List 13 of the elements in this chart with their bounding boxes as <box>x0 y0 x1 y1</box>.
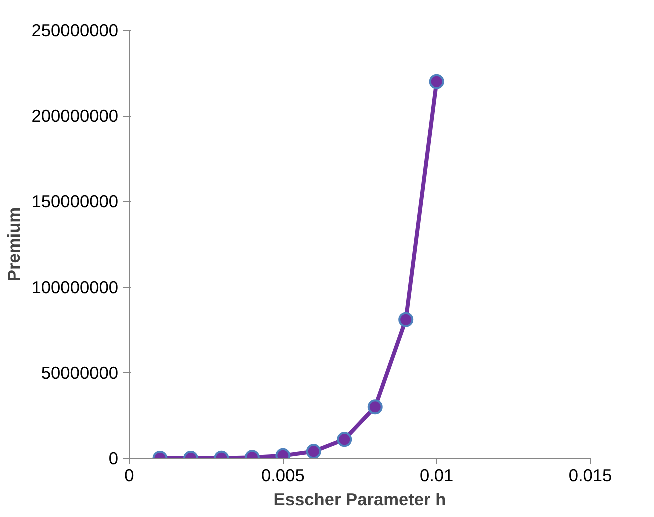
y-tick-label: 100000000 <box>32 277 118 298</box>
x-axis-title: Esscher Parameter h <box>274 490 446 510</box>
x-tick-label: 0 <box>124 466 134 486</box>
x-tick-label: 0.005 <box>261 466 305 486</box>
x-tick-label: 0.015 <box>568 466 612 486</box>
x-tick-label: 0.01 <box>420 466 454 486</box>
y-tick-label: 150000000 <box>32 192 118 212</box>
y-tick-label: 200000000 <box>32 106 118 126</box>
y-tick-label: 250000000 <box>32 20 118 40</box>
y-axis-title: Premium <box>4 207 24 282</box>
y-tick-label: 0 <box>108 448 119 468</box>
y-tick-label: 50000000 <box>41 362 119 383</box>
point <box>429 74 444 90</box>
